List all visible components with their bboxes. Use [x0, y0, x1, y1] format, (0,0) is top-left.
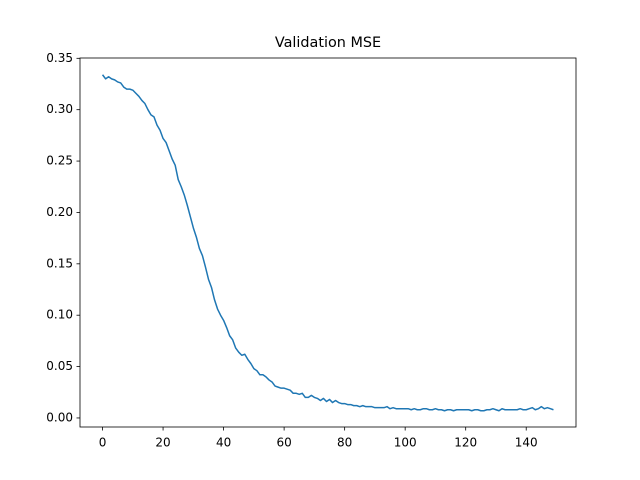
data-line: [101, 74, 554, 412]
y-tick-label: 0.05: [46, 359, 73, 373]
y-tick-label: 0.35: [46, 51, 73, 65]
y-tick-label: 0.30: [46, 102, 73, 116]
chart-title: Validation MSE: [275, 35, 381, 51]
x-tick-label: 20: [155, 436, 170, 450]
x-tick-label: 100: [394, 436, 417, 450]
x-tick-label: 80: [337, 436, 352, 450]
x-tick-label: 140: [515, 436, 538, 450]
y-tick-label: 0.20: [46, 205, 73, 219]
y-tick-label: 0.00: [46, 410, 73, 424]
x-tick-label: 60: [276, 436, 291, 450]
y-tick-label: 0.25: [46, 154, 73, 168]
x-tick-label: 40: [216, 436, 231, 450]
y-tick-label: 0.15: [46, 256, 73, 270]
axes-frame: [79, 57, 577, 428]
x-tick-label: 0: [99, 436, 107, 450]
y-tick-label: 0.10: [46, 308, 73, 322]
x-tick-label: 120: [454, 436, 477, 450]
